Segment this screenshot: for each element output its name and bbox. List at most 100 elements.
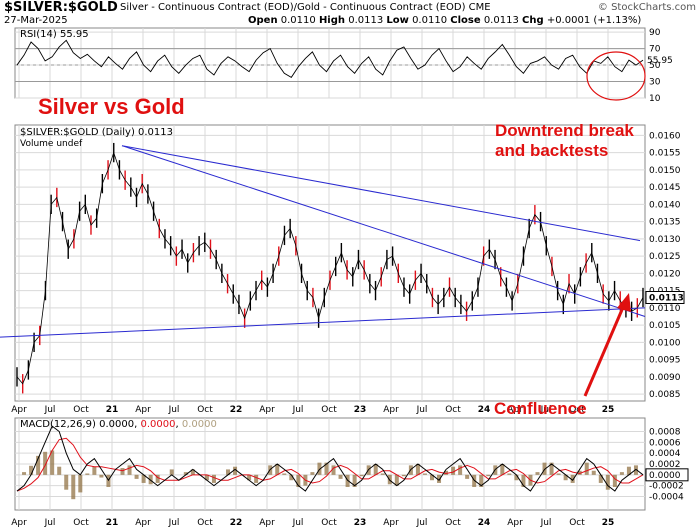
macd-histogram-bar [141, 474, 146, 483]
macd-signal-line [16, 437, 644, 492]
brand-watermark[interactable]: © StockCharts.com [597, 2, 696, 13]
rsi-tick-label: 90 [649, 28, 661, 38]
chart-date: 27-Mar-2025 [4, 15, 68, 26]
macd-histogram-bar [29, 465, 34, 475]
macd-histogram-bar [598, 474, 603, 483]
macd-histogram-bar [36, 455, 41, 475]
x-tick-label: 24 [478, 518, 491, 528]
x-tick-label: 21 [106, 405, 119, 415]
macd-histogram-bar [521, 474, 526, 487]
x-tick-label: Apr [259, 518, 275, 528]
macd-histogram-bar [50, 450, 55, 475]
x-tick-label: Jul [540, 405, 552, 415]
x-tick-label: Oct [321, 518, 337, 528]
macd-histogram-bar [535, 472, 540, 475]
macd-histogram-bar [254, 474, 259, 483]
x-tick-label: Apr [11, 405, 27, 415]
macd-tick-label: -0.0004 [649, 492, 684, 502]
macd-histogram-bar [169, 469, 174, 475]
macd-tick-label: 0.0008 [649, 428, 681, 438]
price-panel-frame [14, 124, 646, 402]
macd-histogram-bar [422, 473, 427, 475]
price-last-value-box [645, 291, 685, 304]
rsi-series-line [16, 39, 644, 79]
x-tick-label: 23 [354, 518, 367, 528]
macd-histogram-bar [556, 473, 561, 475]
price-tick-label: 0.0155 [649, 149, 681, 159]
x-tick-label: Oct [197, 518, 213, 528]
x-tick-label: Oct [445, 405, 461, 415]
macd-histogram-bar [626, 466, 631, 475]
annotation-title: Silver vs Gold [38, 94, 185, 119]
macd-histogram-bar [401, 474, 406, 477]
macd-histogram-bar [612, 474, 617, 487]
macd-histogram-bar [204, 474, 209, 481]
x-tick-label: 25 [602, 518, 615, 528]
x-tick-label: Jul [416, 405, 428, 415]
x-tick-label: Oct [73, 518, 89, 528]
price-last-value: 0.0113 [649, 294, 684, 304]
low-value: 0.0110 [412, 15, 448, 26]
macd-histogram-bar [64, 474, 69, 490]
price-tick-label: 0.0150 [649, 166, 681, 176]
close-label: Close [450, 15, 481, 26]
rsi-last-value: 55.95 [647, 56, 673, 66]
macd-histogram-bar [43, 451, 48, 475]
x-tick-label: Oct [321, 405, 337, 415]
macd-histogram-bar [542, 462, 547, 475]
x-tick-label: 25 [602, 405, 615, 415]
price-tick-label: 0.0105 [649, 321, 681, 331]
rsi-tick-label: 70 [649, 45, 661, 55]
x-tick-label: Oct [445, 518, 461, 528]
confluence-arrow-shaft [583, 304, 626, 397]
macd-histogram-bar [338, 474, 343, 479]
macd-histogram-bar [619, 472, 624, 475]
macd-histogram-bar [233, 466, 238, 475]
price-tick-label: 0.0160 [649, 131, 681, 141]
open-label: Open [248, 15, 278, 26]
x-tick-label: Jul [168, 518, 180, 528]
macd-tick-label: 0.0006 [649, 438, 681, 448]
chg-value: +0.0001 (+1.13%) [546, 15, 642, 26]
macd-histogram-bar [514, 474, 519, 481]
macd-histogram-bar [570, 474, 575, 483]
macd-histogram-bar [549, 462, 554, 475]
volume-label: Volume undef [20, 139, 83, 149]
price-tick-label: 0.0095 [649, 356, 681, 366]
x-tick-label: Oct [569, 405, 585, 415]
macd-histogram-bar [282, 473, 287, 475]
x-tick-label: Apr [507, 518, 523, 528]
macd-histogram-bar [331, 465, 336, 475]
x-tick-label: Apr [135, 518, 151, 528]
macd-histogram-bar [57, 466, 62, 475]
macd-histogram-bar [380, 473, 385, 475]
x-tick-label: Jul [292, 405, 304, 415]
price-tick-label: 0.0110 [649, 304, 681, 314]
macd-histogram-bar [289, 474, 294, 481]
x-tick-label: Jul [416, 518, 428, 528]
macd-histogram-bar [85, 473, 90, 475]
macd-histogram-bar [479, 474, 484, 487]
macd-histogram-bar [310, 472, 315, 475]
macd-histogram-bar [120, 468, 125, 475]
macd-signal-value: 0.0000 [140, 419, 176, 430]
macd-histogram-bar [183, 472, 188, 475]
x-tick-label: Apr [11, 518, 27, 528]
close-value: 0.0113 [483, 15, 519, 26]
macd-tick-label: 0.0004 [649, 449, 681, 459]
x-tick-label: Jul [44, 405, 56, 415]
high-label: High [318, 15, 346, 26]
chg-label: Chg [522, 15, 544, 26]
rsi-tick-label: 30 [649, 78, 661, 88]
macd-histogram-bar [22, 472, 27, 475]
macd-histogram-bar [373, 464, 378, 475]
macd-histogram-bar [437, 474, 442, 483]
lower-downtrend-line [121, 145, 646, 317]
low-label: Low [386, 15, 409, 26]
macd-histogram-bar [584, 462, 589, 475]
macd-histogram-bar [591, 470, 596, 475]
x-tick-label: Apr [383, 405, 399, 415]
price-tick-label: 0.0140 [649, 200, 681, 210]
macd-tick-label: 0.0002 [649, 460, 681, 470]
high-value: 0.0113 [348, 15, 384, 26]
